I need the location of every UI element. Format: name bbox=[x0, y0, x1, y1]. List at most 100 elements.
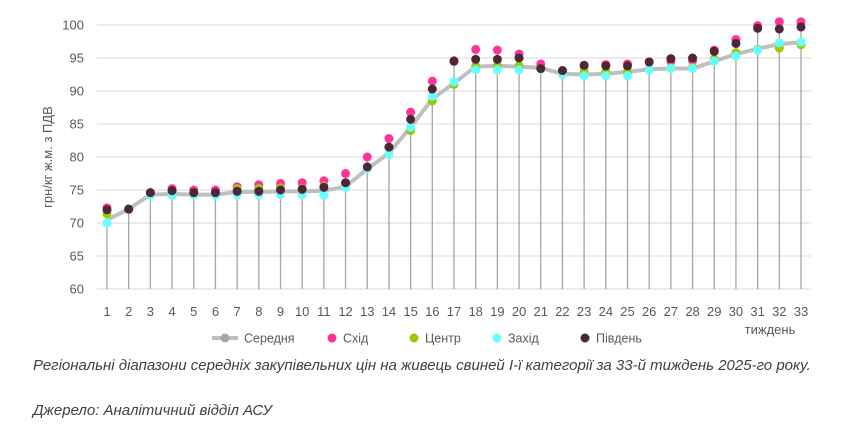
data-point-4 bbox=[579, 60, 589, 70]
x-tick-label: 18 bbox=[468, 304, 482, 319]
y-tick-label: 85 bbox=[70, 117, 84, 132]
x-tick-label: 30 bbox=[729, 304, 743, 319]
data-point-4 bbox=[406, 114, 416, 124]
x-tick-label: 7 bbox=[234, 304, 241, 319]
chart-source: Джерело: Аналітичний відділ АСУ bbox=[33, 402, 272, 419]
data-point-3 bbox=[427, 91, 437, 101]
data-point-4 bbox=[731, 38, 741, 48]
data-point-4 bbox=[232, 186, 242, 196]
data-point-4 bbox=[557, 66, 567, 76]
x-tick-label: 10 bbox=[295, 304, 309, 319]
data-point-4 bbox=[536, 64, 546, 74]
data-point-4 bbox=[102, 205, 112, 215]
data-point-1 bbox=[774, 17, 784, 27]
legend-label: Південь bbox=[596, 332, 642, 346]
data-point-4 bbox=[492, 54, 502, 64]
data-point-1 bbox=[471, 44, 481, 54]
x-tick-label: 12 bbox=[338, 304, 352, 319]
data-point-4 bbox=[254, 186, 264, 196]
data-point-3 bbox=[774, 38, 784, 48]
data-point-3 bbox=[731, 51, 741, 61]
data-point-4 bbox=[709, 46, 719, 56]
x-tick-label: 23 bbox=[577, 304, 591, 319]
data-point-3 bbox=[471, 65, 481, 75]
data-point-4 bbox=[774, 24, 784, 34]
data-point-3 bbox=[102, 218, 112, 228]
data-point-4 bbox=[514, 53, 524, 63]
x-tick-label: 26 bbox=[642, 304, 656, 319]
data-point-3 bbox=[579, 71, 589, 81]
x-tick-label: 13 bbox=[360, 304, 374, 319]
y-tick-label: 80 bbox=[70, 150, 84, 165]
data-point-4 bbox=[124, 204, 134, 214]
data-point-1 bbox=[406, 107, 416, 117]
data-point-4 bbox=[145, 188, 155, 198]
y-tick-label: 60 bbox=[70, 282, 84, 297]
legend-marker-icon bbox=[492, 333, 502, 343]
data-point-3 bbox=[384, 149, 394, 159]
x-tick-label: 24 bbox=[599, 304, 613, 319]
data-point-1 bbox=[362, 152, 372, 162]
x-tick-label: 8 bbox=[255, 304, 262, 319]
x-tick-label: 5 bbox=[190, 304, 197, 319]
data-point-4 bbox=[601, 61, 611, 71]
legend-label: Середня bbox=[244, 332, 295, 346]
x-tick-label: 19 bbox=[490, 304, 504, 319]
data-point-4 bbox=[644, 57, 654, 67]
x-tick-label: 31 bbox=[750, 304, 764, 319]
data-point-3 bbox=[601, 71, 611, 81]
data-point-4 bbox=[471, 54, 481, 64]
data-point-3 bbox=[796, 37, 806, 47]
legend-label: Захід bbox=[508, 332, 540, 346]
y-tick-label: 100 bbox=[62, 18, 84, 33]
y-tick-label: 95 bbox=[70, 51, 84, 66]
data-point-4 bbox=[362, 162, 372, 172]
x-tick-label: 28 bbox=[685, 304, 699, 319]
legend-marker-icon bbox=[220, 333, 230, 343]
data-point-3 bbox=[492, 65, 502, 75]
data-point-4 bbox=[753, 23, 763, 33]
data-point-3 bbox=[709, 56, 719, 66]
legend-marker-icon bbox=[327, 333, 337, 343]
x-tick-label: 20 bbox=[512, 304, 526, 319]
data-point-3 bbox=[688, 64, 698, 74]
data-point-3 bbox=[753, 45, 763, 55]
x-tick-label: 11 bbox=[317, 304, 331, 319]
x-tick-label: 6 bbox=[212, 304, 219, 319]
x-tick-label: 16 bbox=[425, 304, 439, 319]
legend-marker-icon bbox=[580, 333, 590, 343]
data-point-4 bbox=[297, 184, 307, 194]
x-tick-label: 33 bbox=[794, 304, 808, 319]
data-point-4 bbox=[666, 54, 676, 64]
x-tick-label: 22 bbox=[555, 304, 569, 319]
x-tick-label: 1 bbox=[103, 304, 110, 319]
x-tick-label: 25 bbox=[620, 304, 634, 319]
x-tick-label: 29 bbox=[707, 304, 721, 319]
data-point-3 bbox=[666, 64, 676, 74]
x-tick-label: 4 bbox=[168, 304, 175, 319]
legend-label: Центр bbox=[425, 332, 461, 346]
data-point-4 bbox=[796, 22, 806, 32]
x-tick-label: 27 bbox=[664, 304, 678, 319]
y-tick-label: 70 bbox=[70, 216, 84, 231]
x-tick-label: 3 bbox=[147, 304, 154, 319]
data-point-4 bbox=[189, 188, 199, 198]
x-tick-label: 9 bbox=[277, 304, 284, 319]
data-point-1 bbox=[384, 134, 394, 144]
x-tick-label: 2 bbox=[125, 304, 132, 319]
data-point-3 bbox=[406, 122, 416, 132]
y-tick-label: 90 bbox=[70, 84, 84, 99]
data-point-1 bbox=[427, 76, 437, 86]
data-point-4 bbox=[623, 61, 632, 71]
data-point-3 bbox=[514, 65, 524, 75]
y-tick-label: 75 bbox=[70, 183, 84, 198]
data-point-4 bbox=[384, 142, 394, 152]
data-point-3 bbox=[644, 65, 654, 75]
legend-marker-icon bbox=[409, 333, 419, 343]
x-tick-label: 14 bbox=[382, 304, 396, 319]
x-tick-label: 21 bbox=[534, 304, 548, 319]
y-axis-label: грн/кг ж.м. з ПДВ bbox=[40, 106, 55, 208]
data-point-1 bbox=[341, 169, 351, 178]
